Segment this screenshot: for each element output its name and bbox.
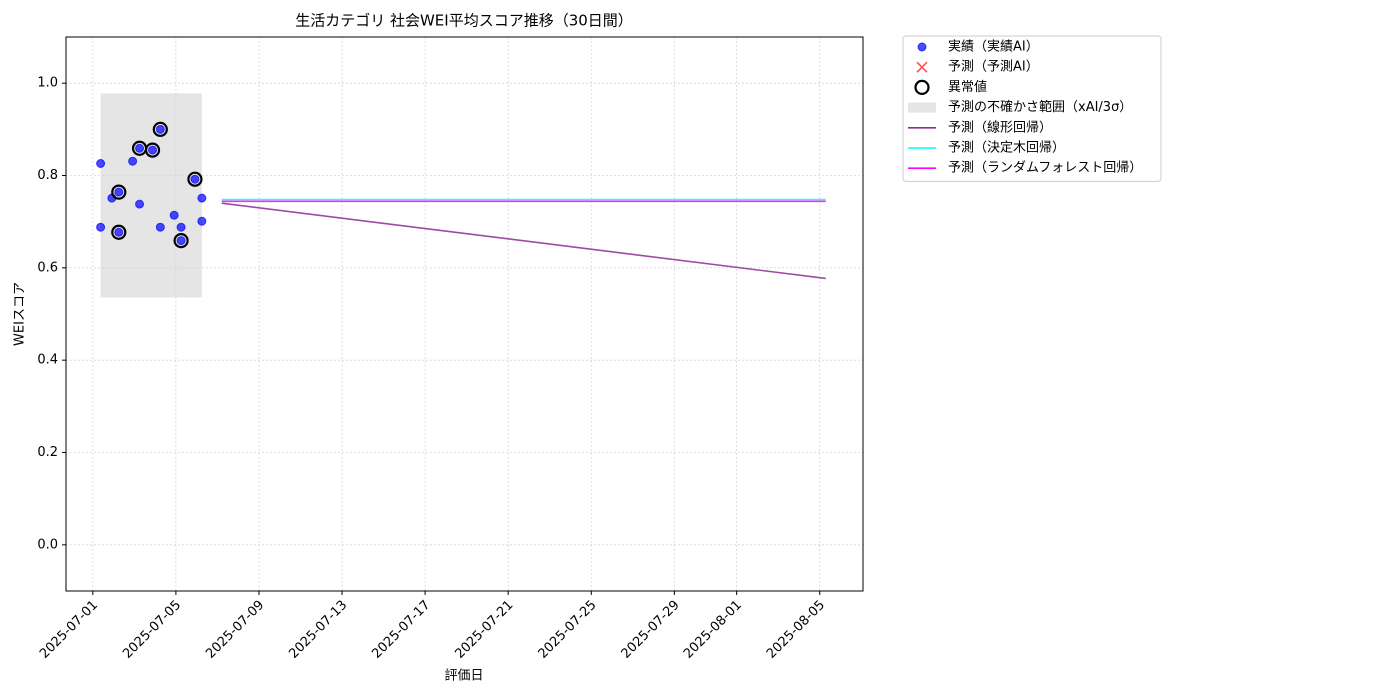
- data-point: [135, 143, 145, 153]
- anomaly-marker: [187, 171, 203, 187]
- plot-frame: [65, 36, 864, 592]
- data-point: [96, 222, 106, 232]
- y-axis-label: WEIスコア: [13, 282, 28, 346]
- data-point: [148, 145, 158, 155]
- legend-label: 実績（実績AI）: [948, 39, 1039, 55]
- anomaly-marker: [111, 184, 127, 200]
- legend-label: 予測の不確かさ範囲（xAI/3σ）: [948, 99, 1132, 115]
- data-point: [135, 199, 145, 209]
- y-tick-label: 0.6: [37, 260, 58, 275]
- legend-label: 予測（ランダムフォレスト回帰）: [948, 160, 1142, 176]
- x-tick-label: 2025-08-05: [764, 598, 828, 662]
- y-tick-label: 0.0: [37, 537, 58, 552]
- x-tick-label: 2025-07-01: [37, 598, 101, 662]
- anomaly-marker: [173, 232, 189, 249]
- x-tick-label: 2025-07-25: [536, 598, 600, 662]
- x-tick-label: 2025-07-29: [619, 598, 683, 662]
- data-point: [169, 210, 179, 220]
- data-point: [197, 193, 207, 203]
- data-point: [176, 236, 186, 246]
- data-point: [114, 187, 124, 197]
- y-tick-label: 0.4: [37, 353, 58, 368]
- legend-swatch: [916, 61, 928, 73]
- legend-swatch: [914, 79, 930, 96]
- x-tick-label: 2025-07-17: [369, 598, 433, 662]
- data-point: [155, 124, 165, 134]
- anomaly-marker: [144, 142, 161, 158]
- x-tick-label: 2025-07-09: [203, 598, 267, 662]
- anomaly-marker: [152, 121, 168, 137]
- chart-title: 生活カテゴリ 社会WEI平均スコア推移（30日間）: [295, 12, 633, 30]
- legend-label: 予測（線形回帰）: [948, 119, 1052, 135]
- anomaly-marker: [111, 224, 127, 240]
- x-tick-label: 2025-07-21: [452, 598, 516, 662]
- x-tick-label: 2025-07-13: [286, 598, 350, 662]
- y-tick-label: 1.0: [37, 76, 58, 91]
- y-tick-label: 0.2: [37, 445, 58, 460]
- data-point: [190, 174, 200, 184]
- y-tick-label: 0.8: [37, 168, 58, 183]
- legend-label: 予測（決定木回帰）: [948, 140, 1065, 156]
- data-point: [176, 222, 186, 232]
- data-point: [197, 216, 207, 226]
- x-axis-label: 評価日: [444, 669, 483, 684]
- data-point: [155, 222, 165, 232]
- x-tick-label: 2025-08-01: [681, 598, 745, 662]
- data-point: [96, 158, 106, 168]
- x-tick-label: 2025-07-05: [120, 598, 184, 662]
- legend-swatch: [908, 102, 936, 113]
- forecast-line: [221, 202, 826, 280]
- data-point: [128, 156, 138, 166]
- legend-swatch: [917, 42, 927, 52]
- legend-box: [902, 35, 1162, 182]
- data-point: [114, 227, 124, 237]
- legend-label: 予測（予測AI）: [948, 60, 1039, 75]
- legend-label: 異常値: [948, 79, 987, 95]
